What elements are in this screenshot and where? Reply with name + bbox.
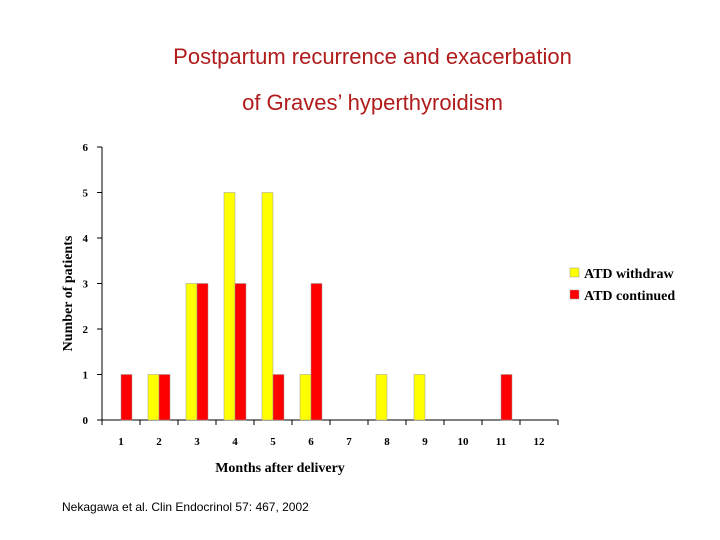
y-tick-label: 4 <box>83 233 89 245</box>
x-tick-label: 2 <box>156 436 162 448</box>
bar-atd-withdraw <box>223 192 236 421</box>
y-tick-label: 5 <box>83 188 89 200</box>
y-tick-label: 6 <box>83 142 89 154</box>
y-tick-label: 0 <box>83 415 89 427</box>
bar-atd-withdraw <box>147 374 160 421</box>
y-tick-label: 1 <box>83 370 89 382</box>
x-tick-label: 11 <box>496 436 506 448</box>
bar-atd-withdraw <box>299 374 312 421</box>
y-tick-label: 2 <box>83 324 89 336</box>
bar-atd-continued <box>120 374 133 421</box>
bar-atd-withdraw <box>261 192 274 421</box>
legend-label: ATD continued <box>584 289 675 304</box>
legend-swatch <box>569 289 580 300</box>
bar-atd-withdraw <box>413 374 426 421</box>
x-tick-label: 5 <box>270 436 276 448</box>
x-tick-label: 6 <box>308 436 314 448</box>
bar-atd-continued <box>196 283 209 421</box>
x-tick-label: 9 <box>422 436 428 448</box>
x-tick-label: 3 <box>194 436 200 448</box>
x-tick-label: 12 <box>534 436 546 448</box>
bar-atd-continued <box>500 374 513 421</box>
x-tick-label: 7 <box>346 436 352 448</box>
bar-atd-withdraw <box>375 374 388 421</box>
y-tick-label: 3 <box>83 279 89 291</box>
citation: Nekagawa et al. Clin Endocrinol 57: 467,… <box>62 500 309 514</box>
chart-title-line2: of Graves’ hyperthyroidism <box>242 90 503 115</box>
x-tick-label: 4 <box>232 436 238 448</box>
x-tick-label: 8 <box>384 436 390 448</box>
bar-atd-continued <box>234 283 247 421</box>
bar-atd-continued <box>272 374 285 421</box>
chart-title-line1: Postpartum recurrence and exacerbation <box>173 44 572 69</box>
legend-swatch <box>569 267 580 278</box>
x-tick-label: 10 <box>458 436 470 448</box>
legend-label: ATD withdraw <box>584 267 674 282</box>
y-axis-label: Number of patients <box>61 235 76 351</box>
bar-atd-continued <box>158 374 171 421</box>
x-tick-label: 1 <box>118 436 124 448</box>
x-axis-label: Months after delivery <box>215 461 345 476</box>
bar-atd-continued <box>310 283 323 421</box>
bar-atd-withdraw <box>185 283 198 421</box>
